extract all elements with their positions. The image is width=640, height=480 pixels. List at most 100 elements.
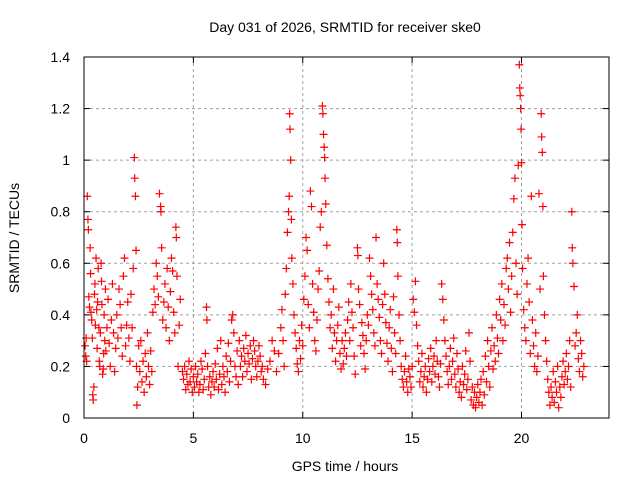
data-point <box>217 380 226 389</box>
data-point <box>426 344 435 353</box>
data-point <box>545 401 554 410</box>
data-point <box>537 109 546 118</box>
data-point <box>392 225 401 234</box>
data-point <box>575 367 584 376</box>
data-point <box>306 187 315 196</box>
data-point <box>203 362 212 371</box>
data-point <box>104 295 113 304</box>
data-point <box>130 174 139 183</box>
data-point <box>552 388 561 397</box>
data-point <box>286 156 295 165</box>
data-point <box>94 264 103 273</box>
data-point <box>491 357 500 366</box>
data-point <box>393 272 402 281</box>
data-point <box>222 352 231 361</box>
data-point <box>285 109 294 118</box>
data-point <box>529 341 538 350</box>
data-point <box>237 352 246 361</box>
data-point <box>493 334 502 343</box>
data-point <box>170 328 179 337</box>
data-point <box>438 295 447 304</box>
data-point <box>402 377 411 386</box>
data-point <box>458 362 467 371</box>
data-point <box>372 233 381 242</box>
data-point <box>102 323 111 332</box>
data-point <box>87 316 96 325</box>
data-point <box>101 285 110 294</box>
data-point <box>168 267 177 276</box>
data-point <box>444 380 453 389</box>
data-point <box>286 125 295 134</box>
data-point <box>283 228 292 237</box>
data-point <box>115 285 123 294</box>
data-point <box>485 383 494 392</box>
data-point <box>89 395 98 404</box>
data-point <box>199 385 208 394</box>
data-point <box>472 393 481 402</box>
data-point <box>425 367 434 376</box>
data-point <box>311 346 320 355</box>
data-point <box>349 323 358 332</box>
data-point <box>151 300 160 309</box>
y-tick-label: 1 <box>62 152 70 168</box>
data-point <box>241 331 250 340</box>
data-point <box>524 254 533 263</box>
data-point <box>563 375 572 384</box>
data-point <box>257 367 266 376</box>
data-point <box>214 385 223 394</box>
data-point <box>209 367 218 376</box>
data-point <box>318 109 327 118</box>
data-point <box>87 308 95 317</box>
x-tick-label: 15 <box>404 430 420 446</box>
data-point <box>373 279 382 288</box>
data-point <box>81 341 90 350</box>
data-point <box>532 367 541 376</box>
data-point <box>111 344 120 353</box>
data-point <box>538 148 547 157</box>
data-point <box>483 336 492 345</box>
data-point <box>90 290 99 299</box>
data-point <box>393 238 402 247</box>
data-point <box>535 189 543 198</box>
data-point <box>570 282 578 291</box>
data-point <box>158 316 167 325</box>
data-point <box>560 380 569 389</box>
data-point <box>421 362 430 371</box>
data-point <box>97 277 106 286</box>
data-point <box>245 359 254 368</box>
data-point <box>517 125 526 134</box>
data-point <box>527 192 536 201</box>
data-point <box>353 243 362 252</box>
data-point <box>287 215 296 224</box>
data-point <box>463 375 472 384</box>
data-point <box>405 372 414 381</box>
data-point <box>100 336 109 345</box>
data-point <box>250 346 259 355</box>
data-point <box>210 383 219 392</box>
data-point <box>387 344 396 353</box>
x-axis-label: GPS time / hours <box>292 458 399 474</box>
data-point <box>403 388 412 397</box>
data-point <box>436 359 445 368</box>
data-point <box>255 341 263 350</box>
data-point <box>486 346 495 355</box>
data-point <box>473 380 482 389</box>
data-point <box>377 349 386 358</box>
data-point <box>497 279 506 288</box>
data-point <box>428 362 437 371</box>
data-point <box>320 153 329 162</box>
data-point <box>501 321 510 330</box>
data-point <box>150 285 158 294</box>
data-point <box>309 308 318 317</box>
grid-lines <box>84 57 609 418</box>
data-point <box>119 272 128 281</box>
data-point <box>512 259 521 268</box>
data-point <box>139 357 148 366</box>
data-point <box>423 375 432 384</box>
y-axis-label: SRMTID / TECUs <box>6 183 22 293</box>
data-point <box>449 334 458 343</box>
data-point <box>376 336 385 345</box>
data-point <box>442 352 451 361</box>
data-point <box>321 174 330 183</box>
